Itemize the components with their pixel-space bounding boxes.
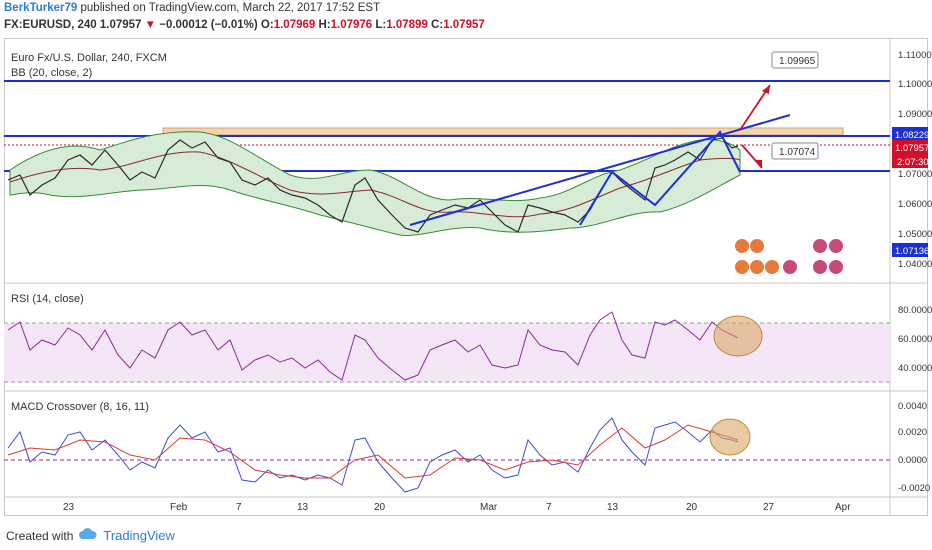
support-badge-text: 1.07136 [895,246,929,257]
macd-line [7,417,739,493]
countdown-badge [892,154,928,168]
countdown-text: 2:07:30 [897,157,929,168]
bb-basis [9,151,741,218]
time-axis: 23 Feb 7 13 20 Mar 7 13 20 27 Apr [63,502,851,513]
publish-info: BerkTurker79 published on TradingView.co… [4,2,380,14]
tradingview-cloud-icon [79,528,97,543]
time-tick: 13 [607,502,619,513]
price-tick: 1.10000 [898,79,932,90]
macd-highlight [709,418,751,456]
time-tick: 20 [686,502,698,513]
author-link[interactable]: BerkTurker79 [4,2,78,14]
macd-tick: -0.0020 [898,483,930,494]
price-tick: 1.06000 [898,199,932,210]
resistance-badge [892,127,928,141]
price-tick: 1.04000 [898,259,932,270]
high-label: H: [318,19,331,31]
upper-callout[interactable] [771,51,819,69]
high-value: 1.07976 [330,19,373,31]
price-tick: 1.09000 [898,109,932,120]
up-arrow-head-icon [762,85,770,94]
low-label: L: [375,19,387,31]
time-tick: Feb [170,502,188,513]
signal-line [7,424,739,479]
tradingview-link[interactable]: TradingView [103,528,175,543]
low-value: 1.07899 [386,19,428,31]
support-badge [892,243,928,257]
price-tick: 1.07000 [898,169,932,180]
close-label: C: [431,19,444,31]
time-tick: 7 [546,502,552,513]
open-label: O: [260,19,274,31]
open-value: 1.07969 [273,19,316,31]
rsi-title: RSI (14, close) [11,293,84,305]
time-tick: Mar [480,502,498,513]
current-price-text: 1.07957 [895,143,929,154]
chart-frame [4,38,928,516]
price-axis: 1.11000 1.10000 1.09000 1.07000 1.06000 … [898,50,932,270]
rsi-line [7,311,739,381]
time-tick: Apr [835,502,851,513]
resistance-badge-text: 1.08229 [895,130,929,141]
time-tick: 13 [297,502,309,513]
time-tick: 7 [236,502,242,513]
upper-callout-text: 1.09965 [779,56,816,67]
rsi-tick: 40.0000 [898,363,932,374]
price-series [7,137,739,233]
upper-trendline[interactable] [409,114,791,226]
rsi-tick: 80.0000 [898,305,932,316]
symbol-info: FX:EURUSD, 240 1.07957 ▼ −0.00012 (−0.01… [4,19,485,31]
up-arrow-icon [739,84,771,131]
footer: Created with TradingView [6,528,175,543]
price-tick: 1.11000 [898,50,932,61]
main-pane-title: Euro Fx/U.S. Dollar, 240, FXCM [11,52,167,64]
macd-title: MACD Crossover (8, 16, 11) [11,401,149,413]
bollinger-band [9,131,741,236]
bb-study-label: BB (20, close, 2) [11,67,92,79]
last-price: 1.07957 [99,19,142,31]
current-price-badge [892,140,928,154]
down-arrow-head-icon [755,160,762,168]
macd-tick: 0.0040 [898,401,927,412]
time-tick: 23 [63,502,75,513]
pattern-lines[interactable] [579,130,741,226]
publish-text: published on TradingView.com, March 22, … [77,2,381,14]
rsi-tick: 60.0000 [898,334,932,345]
price-tick: 1.05000 [898,229,932,240]
rsi-highlight [713,315,763,357]
lower-callout-text: 1.07074 [779,147,816,158]
created-with-text: Created with [6,528,74,543]
down-arrow-icon: ▼ [144,19,157,31]
time-tick: 20 [374,502,386,513]
close-value: 1.07957 [443,19,485,31]
macd-tick: 0.0000 [898,455,927,466]
lower-callout[interactable] [771,142,819,160]
symbol-label: FX:EURUSD, 240 [4,19,97,31]
price-change: −0.00012 (−0.01%) [159,19,258,31]
economic-events-icon[interactable] [735,239,843,274]
macd-tick: 0.0020 [898,427,927,438]
time-tick: 27 [763,502,775,513]
